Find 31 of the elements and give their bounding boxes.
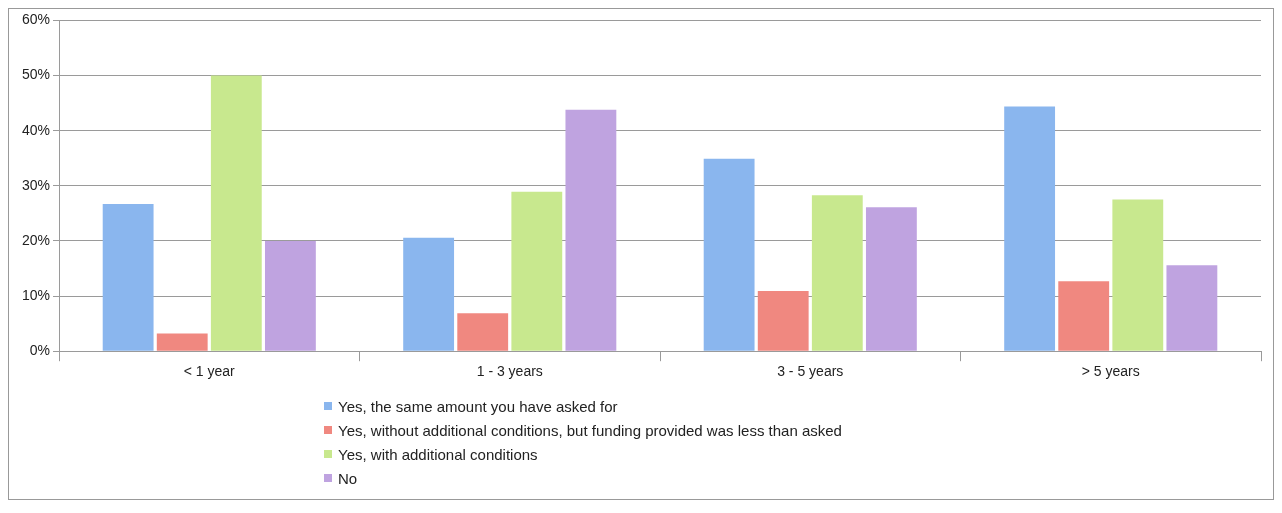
bar — [511, 191, 563, 351]
y-tick-label: 10% — [21, 286, 51, 303]
bar — [264, 240, 316, 351]
legend-label: Yes, the same amount you have asked for — [338, 397, 618, 415]
bar — [156, 333, 208, 351]
y-tick-label: 50% — [21, 66, 51, 83]
x-tick-label: > 5 years — [1081, 363, 1140, 380]
y-tick-label: 60% — [21, 11, 51, 28]
bar — [210, 75, 262, 351]
x-tick-label: 3 - 5 years — [777, 363, 844, 380]
y-tick-label: 30% — [21, 176, 51, 193]
bar — [757, 291, 809, 351]
y-tick-label: 0% — [29, 342, 51, 359]
bar — [457, 313, 509, 351]
bar — [703, 158, 755, 351]
bar — [1058, 281, 1110, 351]
bar — [1166, 265, 1218, 351]
legend-label: Yes, with additional conditions — [338, 445, 538, 463]
bar — [865, 207, 917, 351]
x-tick-label: 1 - 3 years — [476, 363, 543, 380]
legend-label: Yes, without additional conditions, but funding provided was less than asked — [338, 421, 842, 439]
y-tick-label: 20% — [21, 231, 51, 248]
y-tick-label: 40% — [21, 121, 51, 138]
bar — [1112, 199, 1164, 351]
bar — [811, 195, 863, 351]
bar — [565, 109, 617, 351]
bar — [1004, 106, 1056, 351]
bar — [403, 237, 455, 351]
x-tick-label: < 1 year — [183, 363, 236, 380]
bar — [102, 203, 154, 351]
legend-label: No — [338, 469, 358, 487]
